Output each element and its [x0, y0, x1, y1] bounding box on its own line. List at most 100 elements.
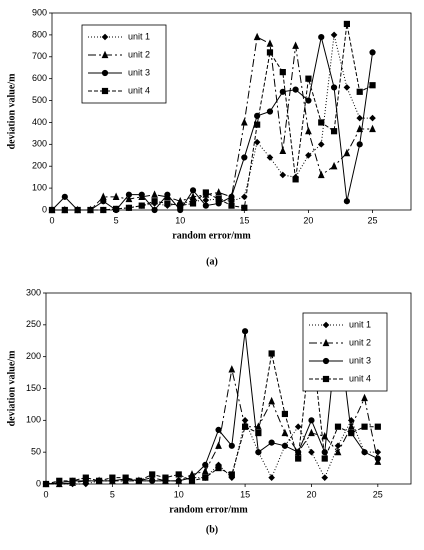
marker: [228, 202, 235, 209]
legend-label: unit 3: [128, 67, 150, 77]
legend-label: unit 3: [349, 355, 371, 365]
marker: [215, 195, 222, 203]
y-tick-label: 100: [32, 182, 47, 192]
y-tick-label: 400: [32, 117, 47, 127]
marker: [202, 196, 210, 204]
legend-box: [81, 24, 167, 104]
marker: [228, 365, 236, 373]
marker: [162, 474, 169, 481]
y-tick-label: 600: [32, 73, 47, 83]
x-tick-label: 20: [303, 215, 313, 225]
marker: [281, 442, 289, 449]
marker: [241, 204, 248, 211]
marker: [149, 477, 156, 484]
marker: [61, 193, 68, 200]
y-tick-label: 300: [32, 139, 47, 149]
marker: [255, 449, 262, 456]
marker: [369, 114, 376, 122]
x-tick-label: 10: [175, 215, 185, 225]
x-tick-label: 25: [368, 215, 378, 225]
marker: [215, 426, 222, 433]
marker: [151, 190, 158, 198]
marker: [279, 69, 286, 76]
marker: [164, 191, 171, 198]
marker: [177, 202, 184, 209]
marker: [61, 206, 68, 214]
y-tick-label: 0: [36, 478, 41, 488]
x-tick-label: 25: [373, 489, 383, 499]
marker: [241, 423, 249, 430]
marker: [330, 161, 338, 170]
marker: [279, 88, 286, 95]
marker: [202, 474, 209, 481]
marker: [138, 202, 145, 209]
marker: [292, 41, 299, 49]
marker: [330, 84, 338, 91]
marker: [321, 474, 329, 481]
marker: [268, 396, 276, 405]
x-tick-label: 20: [306, 489, 316, 499]
marker: [189, 187, 197, 194]
marker: [369, 124, 376, 133]
marker: [74, 206, 81, 214]
marker: [281, 410, 289, 418]
marker: [305, 75, 312, 82]
marker: [334, 442, 342, 450]
marker: [266, 39, 274, 47]
marker: [125, 191, 133, 198]
y-tick-label: 50: [31, 447, 41, 457]
marker: [95, 477, 103, 484]
marker: [292, 176, 299, 183]
marker: [56, 477, 63, 484]
marker: [266, 49, 274, 56]
legend-marker: [101, 50, 109, 59]
marker: [254, 422, 262, 430]
legend-label: unit 2: [128, 49, 150, 59]
marker: [42, 480, 50, 488]
marker: [202, 461, 209, 468]
marker: [318, 119, 325, 126]
marker: [268, 439, 275, 446]
legend-label: unit 1: [128, 31, 150, 41]
marker: [343, 20, 350, 28]
marker: [369, 82, 376, 89]
marker: [69, 477, 76, 484]
caption: (a): [206, 256, 218, 267]
y-tick-label: 700: [32, 51, 47, 61]
marker: [138, 191, 145, 198]
marker: [149, 471, 156, 478]
marker: [356, 124, 364, 133]
legend-marker: [322, 321, 330, 329]
marker: [228, 471, 235, 478]
legend-label: unit 1: [349, 319, 371, 329]
chart: 0 50 100 150 200 250 300 0 5 10 15 20 25 random error…: [6, 287, 412, 535]
x-tick-label: 0: [49, 215, 54, 225]
marker: [188, 477, 196, 484]
marker: [266, 108, 274, 115]
marker: [253, 32, 261, 41]
marker: [202, 202, 209, 209]
marker: [255, 429, 262, 437]
y-tick-label: 900: [32, 7, 47, 17]
y-tick-label: 150: [26, 383, 41, 393]
marker: [254, 121, 261, 128]
marker: [228, 193, 235, 200]
marker: [87, 206, 94, 214]
marker: [151, 198, 158, 205]
marker: [189, 192, 197, 200]
y-tick-label: 0: [42, 204, 47, 214]
marker: [374, 423, 381, 430]
marker: [228, 442, 235, 449]
marker: [189, 200, 197, 207]
legend-label: unit 4: [128, 85, 150, 95]
marker: [308, 428, 315, 437]
marker: [215, 464, 222, 472]
marker: [202, 189, 209, 196]
marker: [334, 423, 342, 430]
marker: [305, 126, 312, 135]
marker: [268, 474, 275, 481]
marker: [318, 33, 325, 41]
legend-marker: [322, 338, 330, 347]
marker: [369, 49, 376, 56]
